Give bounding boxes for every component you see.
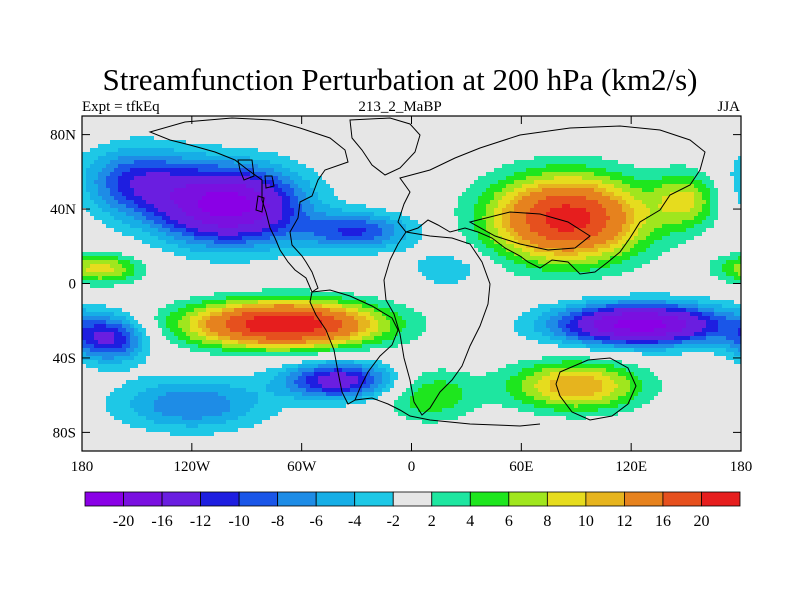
coastline-alaska-islands (255, 175, 275, 213)
season-label: JJA (717, 99, 740, 115)
colorbar-swatch (354, 491, 394, 507)
colorbar-label: -2 (387, 513, 400, 530)
colorbar-label: -10 (228, 513, 249, 530)
colorbar-label: -20 (113, 513, 134, 530)
colorbar-swatch (315, 491, 356, 507)
colorbar-swatch (624, 491, 664, 507)
colorbar-label: -16 (151, 513, 172, 530)
lon-tick-label: 180 (730, 459, 753, 475)
coastline-south-america (309, 289, 399, 405)
lon-tick-label: 0 (408, 459, 416, 475)
lon-tick-label: 60E (509, 459, 533, 475)
colorbar-label: -6 (310, 513, 323, 530)
colorbar-label: 8 (543, 513, 551, 530)
colorbar-swatch (123, 491, 163, 507)
colorbar-swatch (431, 491, 471, 507)
colorbar-swatch (161, 491, 201, 507)
colorbar-swatch (277, 491, 317, 507)
lon-tick-label: 120E (615, 459, 647, 475)
colorbar-label: 2 (428, 513, 436, 530)
map-title: Streamfunction Perturbation at 200 hPa (… (102, 62, 698, 97)
coastline-greenland (349, 117, 421, 176)
colorbar-swatch (392, 491, 433, 507)
map-axis-ticks: 180 120W 60W 0 60E 120E 180 80N 40N 0 40S 80S (50, 116, 752, 475)
case-label: 213_2_MaBP (358, 99, 442, 115)
colorbar-swatch (546, 491, 587, 507)
colorbar-swatch (701, 491, 741, 507)
streamfunction-field (82, 116, 741, 451)
lat-tick-label: 80S (53, 425, 76, 441)
colorbar-label: 12 (616, 513, 632, 530)
coastline-africa (383, 231, 491, 416)
continent-outlines (148, 117, 706, 427)
coastline-tibet-outline (468, 211, 591, 251)
coastline-eurasia (397, 125, 706, 275)
colorbar-label: -8 (271, 513, 284, 530)
colorbar-label: 20 (693, 513, 709, 530)
lat-tick-label: 80N (50, 128, 76, 144)
lon-tick-label: 120W (173, 459, 211, 475)
colorbar-swatch (84, 491, 124, 507)
colorbar-swatch (469, 491, 510, 507)
colorbar-label: 4 (466, 513, 474, 530)
colorbar: -20 -16 -12 -10 -8 -6 -4 -2 2 4 6 8 10 12 16 20 (84, 491, 741, 530)
colorbar-swatch (662, 491, 702, 507)
colorbar-label: -4 (348, 513, 361, 530)
experiment-label: Expt = tfkEq (82, 99, 160, 115)
lat-tick-label: 40S (53, 351, 76, 367)
colorbar-label: 6 (505, 513, 513, 530)
lat-tick-label: 40N (50, 202, 76, 218)
lon-tick-label: 60W (287, 459, 317, 475)
colorbar-swatch (200, 491, 240, 507)
coastline-north-america (148, 117, 349, 293)
colorbar-label: 16 (655, 513, 671, 530)
lon-tick-label: 180 (71, 459, 94, 475)
lat-tick-label: 0 (69, 277, 77, 293)
colorbar-label: -12 (190, 513, 211, 530)
coastline-hudson-bay (237, 159, 255, 181)
colorbar-label: 10 (578, 513, 594, 530)
colorbar-swatch (238, 491, 279, 507)
colorbar-swatch (585, 491, 625, 507)
coastline-australia (555, 357, 637, 421)
coastline-southern-margin (354, 397, 541, 427)
colorbar-swatch (508, 491, 548, 507)
